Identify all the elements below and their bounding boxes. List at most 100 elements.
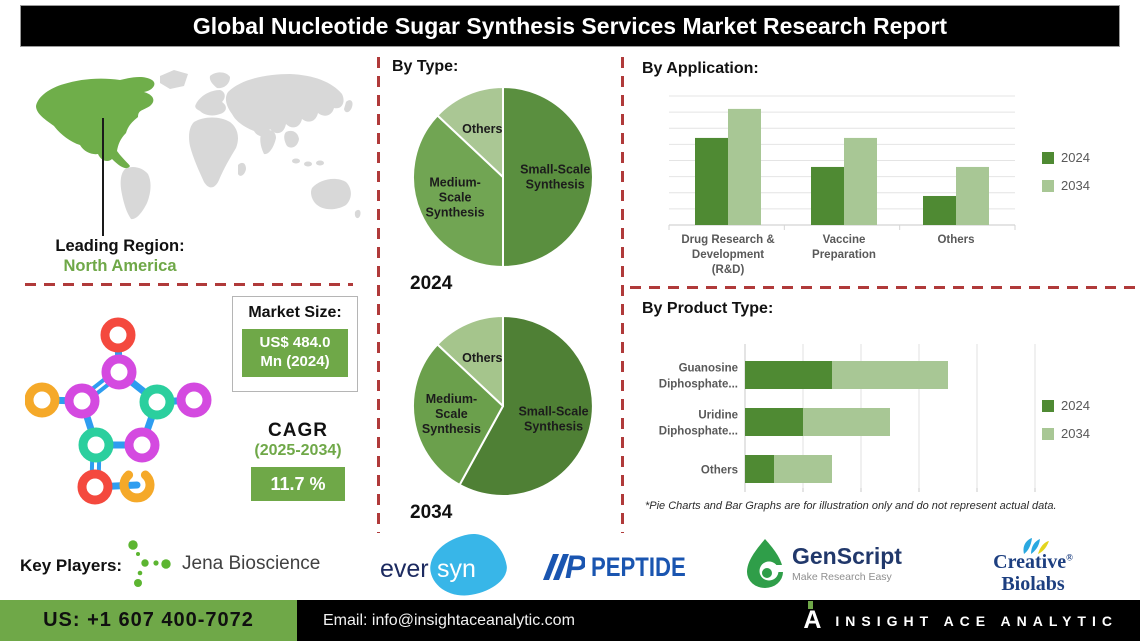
legend-label-2024: 2024 xyxy=(1061,398,1090,413)
legend-label-2034: 2034 xyxy=(1061,426,1090,441)
creative-line1: Creative® xyxy=(968,551,1098,573)
map-island xyxy=(316,160,324,166)
map-madagascar xyxy=(238,162,246,176)
legend-label-2034: 2034 xyxy=(1061,178,1090,193)
legend-label-2024: 2024 xyxy=(1061,150,1090,165)
peptide-icon-letter: P xyxy=(565,549,585,585)
legend-swatch-2034 xyxy=(1042,427,1054,440)
divider-horizontal-left xyxy=(25,283,353,286)
creative-biolabs-text: Creative® Biolabs xyxy=(968,551,1098,595)
map-asia xyxy=(225,74,344,137)
cagr-value: 11.7 % xyxy=(251,467,345,501)
cagr-card: CAGR (2025-2034) 11.7 % xyxy=(240,420,356,501)
market-size-label: Market Size: xyxy=(248,304,342,321)
by-type-heading: By Type: xyxy=(392,58,459,75)
world-map xyxy=(36,70,361,220)
logo-eversyn: ever syn xyxy=(380,528,511,602)
logo-creative-biolabs: Creative® Biolabs xyxy=(968,538,1098,595)
key-players-label: Key Players: xyxy=(20,556,123,575)
cagr-period: (2025-2034) xyxy=(254,442,342,459)
eversyn-text-syn: syn xyxy=(437,555,476,583)
logo-jena-bioscience: Jena Bioscience xyxy=(126,537,320,591)
genscript-droplet-icon xyxy=(747,539,783,588)
map-callout-line xyxy=(102,118,104,236)
map-europe xyxy=(195,90,226,116)
map-scandinavia xyxy=(209,72,230,89)
page-title: Global Nucleotide Sugar Synthesis Servic… xyxy=(20,5,1120,47)
map-australia xyxy=(311,178,351,210)
genscript-name: GenScript xyxy=(792,543,902,569)
jena-dots-icon xyxy=(128,540,171,587)
brand-lockup: A INSIGHT ACE ANALYTIC xyxy=(803,601,1118,634)
logo-genscript: GenScript Make Research Easy xyxy=(744,537,902,589)
pie-2034-year-label: 2034 xyxy=(410,502,453,523)
by-product-type-legend: 2024 2034 xyxy=(1042,398,1090,441)
pie-2024-year-label: 2024 xyxy=(410,273,453,294)
brand-logo-a: A xyxy=(803,601,822,634)
map-north-america xyxy=(36,76,155,169)
registered-mark: ® xyxy=(1066,552,1073,563)
divider-vertical-left xyxy=(377,57,380,533)
market-size-year: Mn (2024) xyxy=(260,353,330,370)
by-application-legend: 2024 2034 xyxy=(1042,150,1090,193)
jena-bioscience-name: Jena Bioscience xyxy=(182,553,321,574)
market-size-value: US$ 484.0 Mn (2024) xyxy=(242,329,348,377)
by-product-type-chart: Guanosine Diphosphate... Uridine Diphosphat… xyxy=(659,344,1036,492)
market-size-amount: US$ 484.0 xyxy=(259,334,331,352)
map-japan xyxy=(344,100,353,113)
eversyn-text-ever: ever xyxy=(380,555,429,583)
divider-vertical-right xyxy=(621,57,624,533)
brand-letter: A xyxy=(803,606,822,634)
footer-phone: US: +1 607 400-7072 xyxy=(0,600,297,641)
logo-peptide: P PEPTIDE xyxy=(543,548,707,586)
map-new-zealand xyxy=(354,209,361,219)
by-application-heading: By Application: xyxy=(642,60,759,77)
footer-email: Email: info@insightaceanalytic.com xyxy=(323,611,575,629)
chart-disclaimer: *Pie Charts and Bar Graphs are for illus… xyxy=(645,500,1057,512)
pie-chart-2024: Small-Scale Synthesis Medium-Scale Synthesi… xyxy=(412,86,594,268)
divider-horizontal-right xyxy=(630,286,1135,289)
genscript-tagline: Make Research Easy xyxy=(792,571,892,583)
molecule-graphic xyxy=(25,317,212,505)
footer-bar: Email: info@insightaceanalytic.com A INS… xyxy=(297,600,1140,641)
map-island xyxy=(292,158,300,164)
svg-text:Drug Research &Development(R&D: Drug Research & Development (R&D) xyxy=(681,234,774,276)
svg-text:Others: Others xyxy=(701,465,738,477)
legend-swatch-2024 xyxy=(1042,151,1054,164)
peptide-icon: P xyxy=(543,549,585,585)
by-application-chart: Drug Research & Development (R&D) Vaccine Pr… xyxy=(668,95,1016,276)
creative-biolabs-feathers-icon xyxy=(1023,538,1049,554)
map-india xyxy=(260,130,276,155)
svg-text:Others: Others xyxy=(937,234,974,246)
legend-swatch-2034 xyxy=(1042,179,1054,192)
legend-item-2024: 2024 xyxy=(1042,398,1090,413)
map-south-america xyxy=(120,166,151,220)
peptide-name: PEPTIDE xyxy=(591,551,686,582)
legend-item-2034: 2034 xyxy=(1042,426,1090,441)
pie-chart-2034: Small-Scale Synthesis Medium-Scale Synthesi… xyxy=(412,315,594,497)
map-africa xyxy=(189,117,238,188)
creative-word: Creative xyxy=(993,551,1067,573)
by-product-type-heading: By Product Type: xyxy=(642,300,774,317)
legend-item-2024: 2024 xyxy=(1042,150,1090,165)
legend-swatch-2024 xyxy=(1042,399,1054,412)
genscript-text-block: GenScript Make Research Easy xyxy=(792,543,902,583)
market-size-card: Market Size: US$ 484.0 Mn (2024) xyxy=(232,296,358,392)
legend-item-2034: 2034 xyxy=(1042,178,1090,193)
map-southeast-asia xyxy=(284,130,299,148)
cagr-label: CAGR xyxy=(268,420,328,441)
leading-region-label: Leading Region: xyxy=(55,237,185,255)
map-island xyxy=(304,161,312,167)
svg-text:Others: Others xyxy=(462,351,502,365)
brand-logo-dot xyxy=(808,601,814,609)
brand-name: INSIGHT ACE ANALYTIC xyxy=(835,612,1118,629)
svg-text:Others: Others xyxy=(462,122,502,136)
leading-region-value: North America xyxy=(63,257,177,275)
molecule-atoms xyxy=(25,317,212,505)
